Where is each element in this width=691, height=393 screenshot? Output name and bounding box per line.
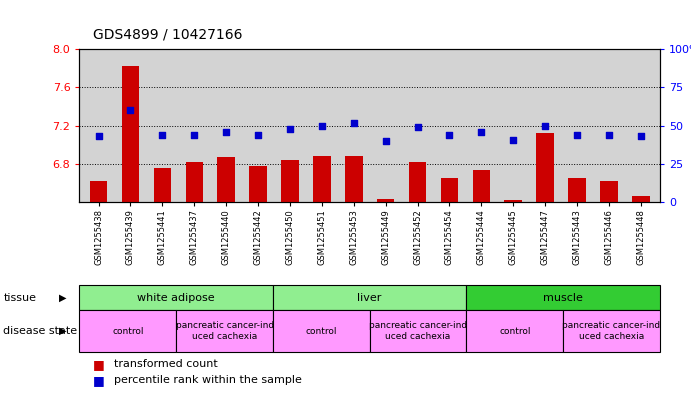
Bar bbox=[345, 156, 363, 202]
Bar bbox=[90, 181, 107, 202]
Bar bbox=[185, 162, 203, 202]
Bar bbox=[153, 168, 171, 202]
Text: liver: liver bbox=[357, 293, 382, 303]
Bar bbox=[377, 198, 395, 202]
Point bbox=[380, 138, 391, 144]
Point bbox=[412, 124, 423, 130]
Bar bbox=[273, 285, 466, 310]
Bar bbox=[313, 156, 330, 202]
Bar bbox=[218, 157, 235, 202]
Bar bbox=[466, 310, 563, 352]
Text: muscle: muscle bbox=[543, 293, 583, 303]
Text: tissue: tissue bbox=[3, 293, 37, 303]
Bar bbox=[281, 160, 299, 202]
Text: pancreatic cancer-ind
uced cachexia: pancreatic cancer-ind uced cachexia bbox=[176, 321, 274, 341]
Bar bbox=[441, 178, 458, 202]
Point bbox=[252, 132, 263, 138]
Point bbox=[285, 126, 296, 132]
Point bbox=[157, 132, 168, 138]
Text: white adipose: white adipose bbox=[138, 293, 215, 303]
Point bbox=[571, 132, 583, 138]
Point bbox=[348, 119, 359, 126]
Bar bbox=[563, 310, 660, 352]
Bar bbox=[536, 133, 554, 202]
Bar bbox=[79, 310, 176, 352]
Point bbox=[476, 129, 487, 135]
Text: transformed count: transformed count bbox=[114, 359, 218, 369]
Text: GDS4899 / 10427166: GDS4899 / 10427166 bbox=[93, 27, 243, 41]
Text: control: control bbox=[112, 327, 144, 336]
Point bbox=[189, 132, 200, 138]
Text: pancreatic cancer-ind
uced cachexia: pancreatic cancer-ind uced cachexia bbox=[562, 321, 661, 341]
Bar bbox=[466, 285, 660, 310]
Bar bbox=[370, 310, 466, 352]
Point bbox=[93, 133, 104, 140]
Point bbox=[316, 123, 328, 129]
Bar bbox=[568, 178, 586, 202]
Text: percentile rank within the sample: percentile rank within the sample bbox=[114, 375, 302, 385]
Point bbox=[540, 123, 551, 129]
Bar bbox=[122, 66, 140, 202]
Bar bbox=[176, 310, 273, 352]
Point bbox=[220, 129, 231, 135]
Bar bbox=[473, 170, 490, 202]
Text: disease state: disease state bbox=[3, 326, 77, 336]
Text: ■: ■ bbox=[93, 374, 105, 387]
Bar bbox=[504, 200, 522, 202]
Text: control: control bbox=[305, 327, 337, 336]
Bar bbox=[273, 310, 370, 352]
Text: ▶: ▶ bbox=[59, 293, 66, 303]
Text: ▶: ▶ bbox=[59, 326, 66, 336]
Text: pancreatic cancer-ind
uced cachexia: pancreatic cancer-ind uced cachexia bbox=[369, 321, 467, 341]
Bar bbox=[409, 162, 426, 202]
Bar bbox=[600, 181, 618, 202]
Point bbox=[125, 107, 136, 114]
Bar bbox=[79, 285, 273, 310]
Text: ■: ■ bbox=[93, 358, 105, 371]
Text: control: control bbox=[499, 327, 531, 336]
Point bbox=[603, 132, 614, 138]
Point bbox=[635, 133, 646, 140]
Point bbox=[508, 136, 519, 143]
Point bbox=[444, 132, 455, 138]
Bar bbox=[249, 166, 267, 202]
Bar bbox=[632, 196, 650, 202]
